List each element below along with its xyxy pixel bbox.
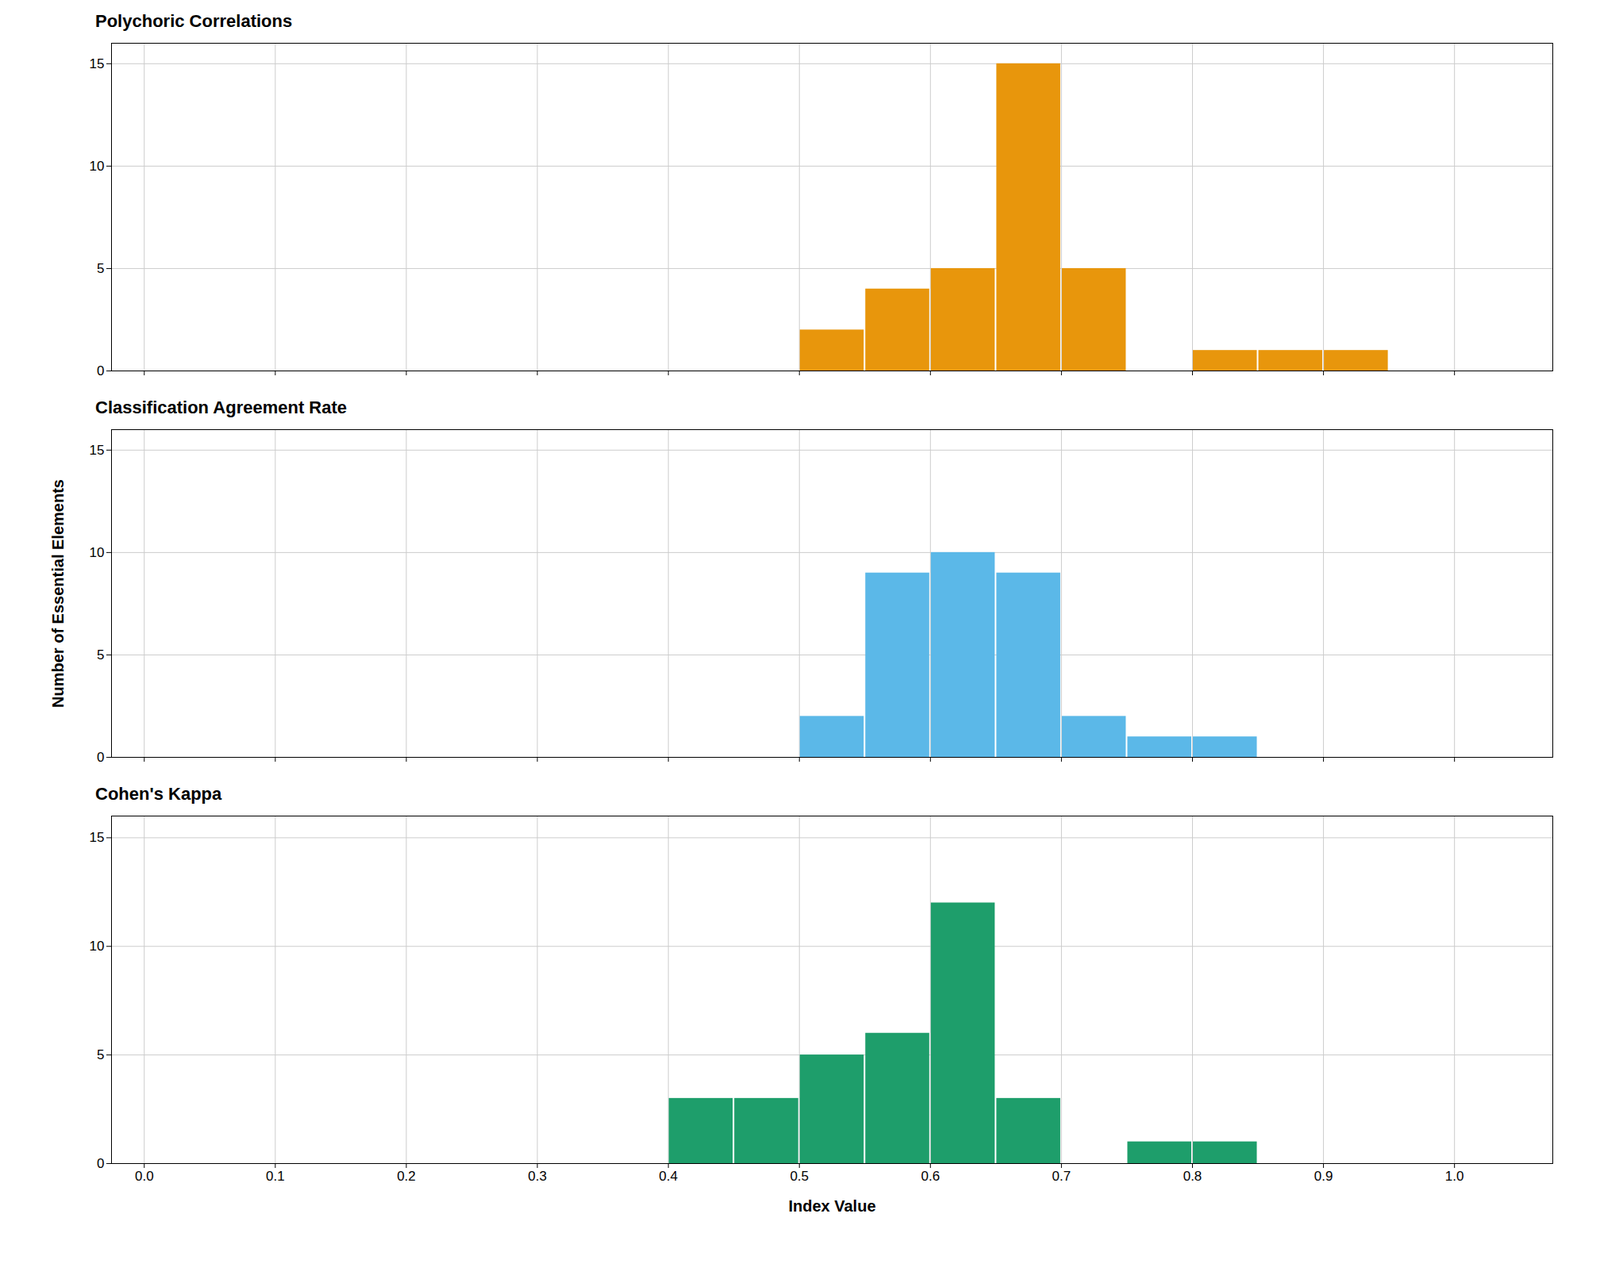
- svg-text:0.3: 0.3: [527, 1169, 547, 1185]
- html-text:Cohen's Kappa: Cohen's Kappa: [95, 784, 222, 804]
- svg-text:0: 0: [96, 363, 104, 379]
- svg-text:Index Value: Index Value: [788, 1197, 876, 1216]
- svg-text:10: 10: [89, 545, 105, 561]
- svg-text:5: 5: [96, 261, 104, 277]
- svg-text:0: 0: [96, 1156, 104, 1172]
- svg-text:15: 15: [89, 56, 105, 72]
- svg-text:0.4: 0.4: [658, 1169, 678, 1185]
- svg-text:1.0: 1.0: [1445, 1169, 1465, 1185]
- html-text:Polychoric Correlations: Polychoric Correlations: [95, 11, 293, 31]
- svg-text:5: 5: [96, 647, 104, 663]
- svg-text:0: 0: [96, 750, 104, 766]
- svg-text:0.1: 0.1: [265, 1169, 285, 1185]
- svg-text:0.8: 0.8: [1183, 1169, 1203, 1185]
- svg-text:0.9: 0.9: [1314, 1169, 1334, 1185]
- svg-text:0.5: 0.5: [789, 1169, 809, 1185]
- svg-text:0.2: 0.2: [396, 1169, 416, 1185]
- svg-text:0.6: 0.6: [920, 1169, 940, 1185]
- svg-text:Number of Essential Elements: Number of Essential Elements: [49, 479, 67, 708]
- svg-text:5: 5: [96, 1047, 104, 1063]
- html-text:Classification Agreement Rate: Classification Agreement Rate: [95, 397, 347, 418]
- svg-text:10: 10: [89, 158, 105, 174]
- svg-text:15: 15: [89, 830, 105, 846]
- svg-text:0.0: 0.0: [134, 1169, 154, 1185]
- svg-text:10: 10: [89, 938, 105, 954]
- svg-text:15: 15: [89, 442, 105, 458]
- svg-text:0.7: 0.7: [1052, 1169, 1072, 1185]
